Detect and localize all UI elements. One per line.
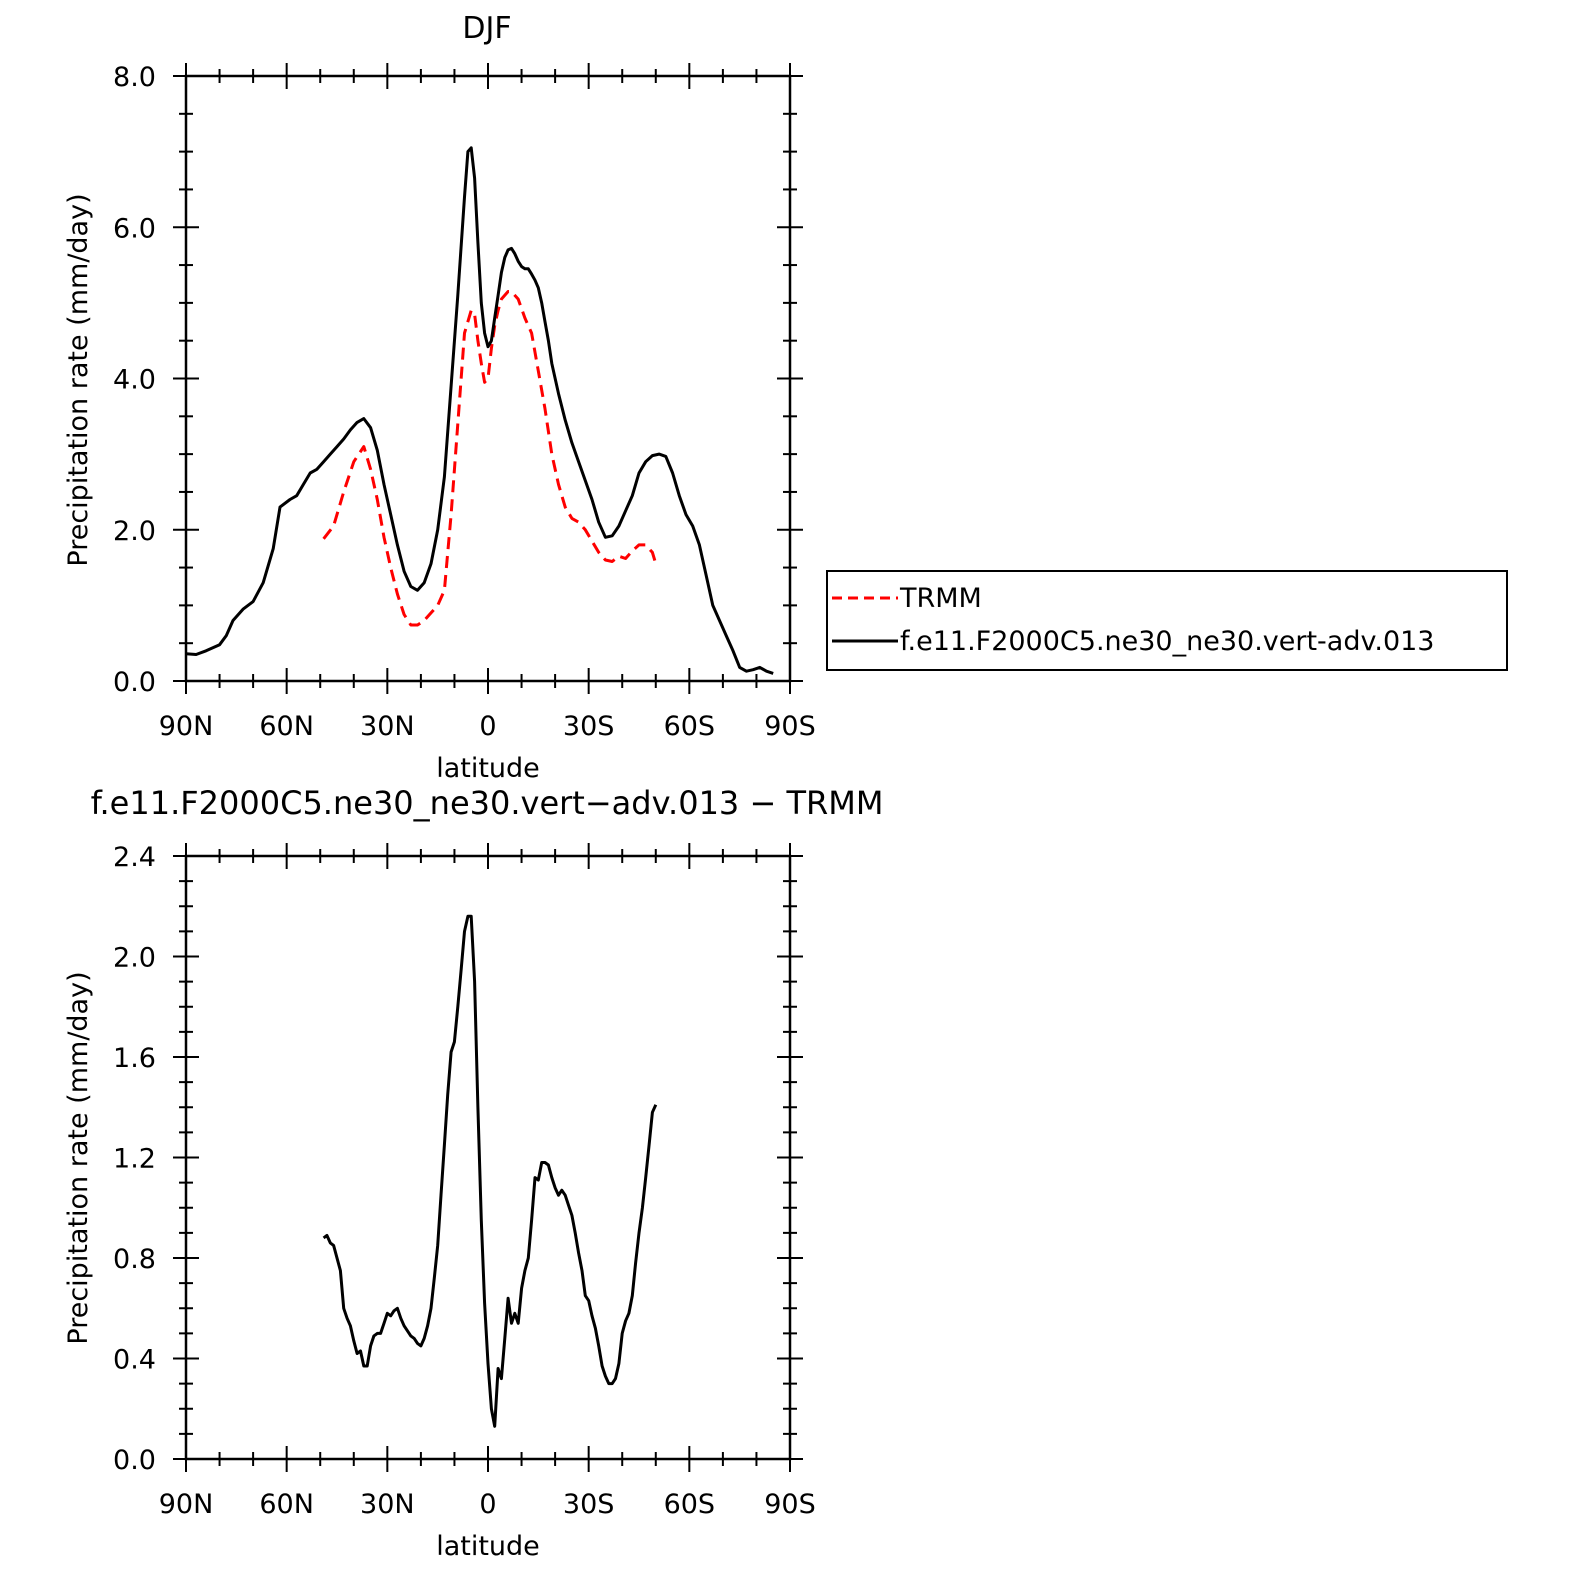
tick-labels: 90N 60N 30N 0 30S 60S 90S 0.0 0.4 0.8 1.2 1.6 2.0 2.4 [113, 842, 816, 1520]
y-tick-label: 1.6 [113, 1043, 156, 1074]
x-axis-label: latitude [436, 1531, 540, 1562]
y-tick-label: 6.0 [113, 213, 156, 244]
x-tick-label: 90S [764, 1489, 816, 1520]
plot-frame [184, 854, 792, 1461]
x-tick-label: 0 [479, 711, 496, 742]
panel-bottom: f.e11.F2000C5.ne30_ne30.vert−adv.013 − T… [63, 784, 883, 1562]
x-tick-label: 90N [159, 1489, 214, 1520]
y-tick-label: 0.4 [113, 1345, 156, 1376]
chart-title: DJF [462, 11, 511, 46]
legend: TRMM f.e11.F2000C5.ne30_ne30.vert-adv.01… [826, 570, 1508, 671]
legend-box [826, 570, 1508, 671]
series-line-f-e11-f2000c5-ne30-ne30-vert-adv-013 [185, 146, 774, 675]
y-tick-label: 0.0 [113, 667, 156, 698]
y-tick-label: 2.0 [113, 943, 156, 974]
panel-top: DJF 90N 60N 30N 0 30S 60S 90S 0.0 2.0 4.0 6.0 8.0 l… [63, 11, 816, 784]
chart-title: f.e11.F2000C5.ne30_ne30.vert−adv.013 − T… [91, 784, 884, 822]
y-tick-label: 2.4 [113, 842, 156, 873]
series-group [185, 146, 774, 675]
y-tick-label: 8.0 [113, 62, 156, 93]
y-axis-label: Precipitation rate (mm/day) [63, 193, 94, 566]
x-tick-label: 90S [764, 711, 816, 742]
x-tick-label: 30S [563, 711, 615, 742]
x-tick-label: 60S [664, 1489, 716, 1520]
x-tick-label: 30N [360, 1489, 415, 1520]
x-axis-label: latitude [436, 753, 540, 784]
x-tick-label: 60N [259, 1489, 314, 1520]
series-group [322, 914, 658, 1428]
y-tick-label: 0.0 [113, 1445, 156, 1476]
x-tick-label: 90N [159, 711, 214, 742]
legend-label-model: f.e11.F2000C5.ne30_ne30.vert-adv.013 [900, 626, 1434, 657]
y-tick-label: 1.2 [113, 1144, 156, 1175]
tick-marks [173, 63, 803, 694]
y-tick-label: 2.0 [113, 516, 156, 547]
x-tick-label: 30N [360, 711, 415, 742]
x-tick-label: 60N [259, 711, 314, 742]
tick-labels: 90N 60N 30N 0 30S 60S 90S 0.0 2.0 4.0 6.0 8.0 [113, 62, 816, 742]
legend-label-trmm: TRMM [899, 583, 982, 614]
x-tick-label: 60S [664, 711, 716, 742]
series-line-trmm [322, 290, 658, 627]
series-line-f-e11-f2000c5-ne30-ne30-vert-adv-013-trmm [322, 914, 658, 1428]
y-tick-label: 4.0 [113, 365, 156, 396]
y-tick-label: 0.8 [113, 1244, 156, 1275]
x-tick-label: 30S [563, 1489, 615, 1520]
x-tick-label: 0 [479, 1489, 496, 1520]
plot-frame [184, 74, 792, 683]
y-axis-label: Precipitation rate (mm/day) [63, 971, 94, 1344]
